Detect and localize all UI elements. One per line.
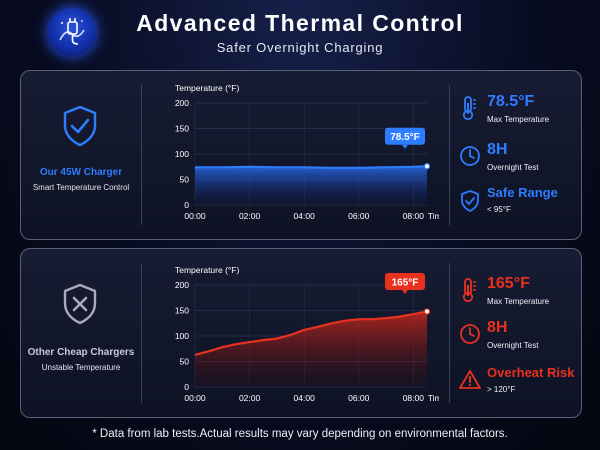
cheap-chargers-chart: Temperature (°F) 0 50 100 150 200 00:00 02:00 04…: [175, 265, 439, 403]
stat-max-temperature: 78.5°F Max Temperature: [453, 93, 581, 137]
thermometer-icon: [462, 278, 476, 303]
x-tick-label: 06:00: [348, 393, 370, 403]
shield-x-icon: [63, 283, 97, 325]
cheap-chargers-summary: Other Cheap Chargers Unstable Temperatur…: [21, 249, 141, 417]
our-charger-summary: Our 45W Charger Smart Temperature Contro…: [21, 71, 141, 239]
x-tick-label: 06:00: [348, 211, 370, 221]
series-area: [195, 311, 427, 387]
warning-icon: [459, 370, 481, 389]
stat-value: 8H: [487, 319, 508, 336]
y-axis-label: Temperature (°F): [175, 83, 240, 93]
y-tick-label: 200: [175, 98, 189, 108]
shield-check-icon: [63, 105, 97, 147]
our-charger-label: Our 45W Charger: [39, 167, 123, 178]
divider: [141, 85, 142, 225]
callout-pointer: [402, 290, 408, 295]
page-title: Advanced Thermal Control: [136, 10, 464, 36]
cheap-chargers-sublabel: Unstable Temperature: [41, 363, 121, 372]
our-charger-sublabel: Smart Temperature Control: [32, 183, 130, 192]
stat-label: Max Temperature: [487, 115, 550, 124]
stat-label: > 120°F: [487, 385, 516, 394]
y-axis-label: Temperature (°F): [175, 265, 240, 275]
series-line: [195, 165, 428, 169]
header: Advanced Thermal Control Safer Overnight…: [0, 0, 600, 66]
x-tick-label: 02:00: [239, 211, 261, 221]
cheap-chargers-label: Other Cheap Chargers: [27, 347, 135, 358]
charging-logo-icon: [48, 8, 96, 56]
stat-label: Max Temperature: [487, 297, 550, 306]
series-line: [194, 310, 428, 356]
y-tick-label: 0: [184, 200, 189, 210]
stat-value: 8H: [487, 141, 508, 158]
stat-overheat-risk: Overheat Risk > 120°F: [453, 365, 581, 409]
divider: [449, 263, 450, 403]
series-area: [195, 166, 427, 205]
y-tick-label: 50: [180, 357, 190, 367]
stat-value: Overheat Risk: [487, 365, 575, 380]
stat-value: Safe Range: [487, 185, 558, 200]
stat-value: 78.5°F: [487, 93, 535, 110]
x-tick-label: 02:00: [239, 393, 261, 403]
y-tick-label: 200: [175, 280, 189, 290]
y-tick-label: 100: [175, 331, 189, 341]
callout-box: [385, 127, 425, 145]
our-charger-panel: Our 45W Charger Smart Temperature Contro…: [20, 70, 582, 240]
cheap-chargers-stats: 165°F Max Temperature 8H Overnight Test …: [453, 249, 581, 417]
shield-check-icon: [461, 190, 479, 212]
stat-label: Overnight Test: [487, 163, 539, 172]
y-tick-label: 0: [184, 382, 189, 392]
x-tick-label: 00:00: [184, 393, 206, 403]
data-point: [423, 163, 431, 170]
x-tick-label: 04:00: [294, 393, 316, 403]
divider: [449, 85, 450, 225]
clock-icon: [460, 146, 480, 166]
callout-label: 165°F: [392, 278, 419, 289]
data-point: [423, 308, 431, 315]
stat-label: Overnight Test: [487, 341, 539, 350]
x-axis-label: Time: [428, 211, 439, 221]
callout-box: [385, 273, 425, 291]
divider: [141, 263, 142, 403]
y-tick-label: 150: [175, 124, 189, 134]
stat-overnight-test: 8H Overnight Test: [453, 141, 581, 185]
x-tick-label: 08:00: [403, 393, 425, 403]
our-charger-stats: 78.5°F Max Temperature 8H Overnight Test…: [453, 71, 581, 239]
stat-value: 165°F: [487, 275, 530, 292]
stat-label: < 95°F: [487, 205, 511, 214]
x-tick-label: 08:00: [403, 211, 425, 221]
page-subtitle: Safer Overnight Charging: [216, 40, 384, 55]
x-tick-label: 04:00: [294, 211, 316, 221]
our-charger-chart: Temperature (°F) 0 50 100 150 200 00:00 02:00 04…: [175, 83, 439, 221]
x-axis-label: Time: [428, 393, 439, 403]
clock-icon: [460, 324, 480, 344]
thermometer-icon: [462, 96, 476, 121]
y-tick-label: 150: [175, 306, 189, 316]
stat-max-temperature: 165°F Max Temperature: [453, 275, 581, 319]
footnote: * Data from lab tests.Actual results may…: [92, 428, 508, 440]
y-tick-label: 100: [175, 149, 189, 159]
stat-safe-range: Safe Range < 95°F: [453, 185, 581, 229]
callout-label: 78.5°F: [390, 132, 420, 143]
stat-overnight-test: 8H Overnight Test: [453, 319, 581, 363]
y-tick-label: 50: [180, 175, 190, 185]
callout-pointer: [402, 144, 408, 149]
x-tick-label: 00:00: [184, 211, 206, 221]
cheap-chargers-panel: Other Cheap Chargers Unstable Temperatur…: [20, 248, 582, 418]
